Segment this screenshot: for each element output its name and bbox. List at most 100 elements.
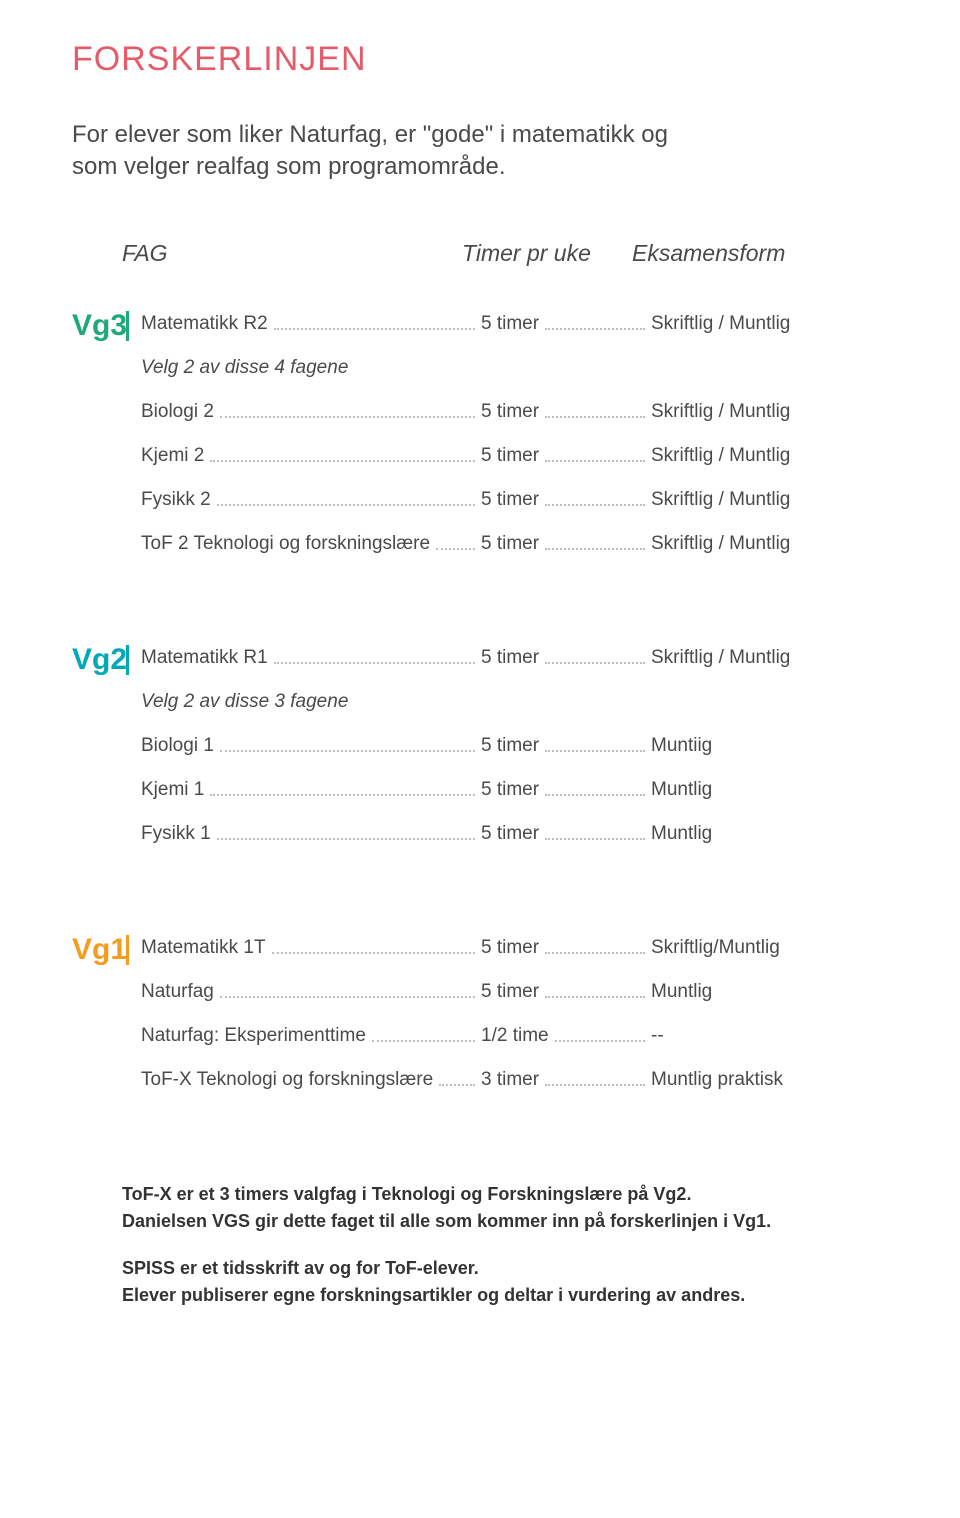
timer-cell: 5 timer	[481, 533, 651, 555]
timer-label: 3 timer	[481, 1069, 539, 1091]
leader-dots	[545, 503, 645, 506]
timer-label: 5 timer	[481, 981, 539, 1003]
level-tag-wrap: Vg2	[72, 645, 141, 675]
subhead-row: Velg 2 av disse 4 fagene	[141, 355, 888, 379]
timer-cell: 5 timer	[481, 445, 651, 467]
fag-cell: Biologi 2	[141, 401, 481, 423]
level-group: Vg1Matematikk 1T5 timerSkriftlig/Muntlig…	[72, 935, 888, 1111]
level-bar	[126, 645, 129, 675]
timer-cell: 5 timer	[481, 313, 651, 335]
footer-paragraph: SPISS er et tidsskrift av og for ToF-ele…	[122, 1255, 888, 1309]
fag-cell: Naturfag: Eksperimenttime	[141, 1025, 481, 1047]
leader-dots	[545, 415, 645, 418]
footer: ToF-X er et 3 timers valgfag i Teknologi…	[122, 1181, 888, 1309]
subject-row: Fysikk 25 timerSkriftlig / Muntlig	[141, 487, 888, 511]
timer-label: 5 timer	[481, 313, 539, 335]
fag-cell: Matematikk 1T	[141, 937, 481, 959]
subhead-label: Velg 2 av disse 4 fagene	[141, 357, 348, 379]
fag-cell: Fysikk 1	[141, 823, 481, 845]
fag-label: ToF-X Teknologi og forskningslære	[141, 1069, 433, 1091]
eks-label: Skriftlig / Muntlig	[651, 401, 888, 423]
intro-text: For elever som liker Naturfag, er "gode"…	[72, 119, 712, 184]
fag-cell: Kjemi 1	[141, 779, 481, 801]
subject-row: Matematikk 1T5 timerSkriftlig/Muntlig	[141, 935, 888, 959]
eks-label: Skriftlig/Muntlig	[651, 937, 888, 959]
timer-label: 5 timer	[481, 445, 539, 467]
header-eks: Eksamensform	[632, 240, 888, 267]
fag-cell: Fysikk 2	[141, 489, 481, 511]
level-tag: Vg3	[72, 311, 126, 341]
leader-dots	[220, 749, 475, 752]
header-timer: Timer pr uke	[462, 240, 632, 267]
leader-dots	[372, 1039, 475, 1042]
timer-label: 5 timer	[481, 401, 539, 423]
fag-cell: Kjemi 2	[141, 445, 481, 467]
subject-row: Naturfag: Eksperimenttime1/2 time--	[141, 1023, 888, 1047]
leader-dots	[545, 749, 645, 752]
timer-cell: 5 timer	[481, 937, 651, 959]
timer-label: 5 timer	[481, 779, 539, 801]
eks-label: Skriftlig / Muntlig	[651, 313, 888, 335]
fag-label: Biologi 2	[141, 401, 214, 423]
groups-container: Vg3 Matematikk R25 timerSkriftlig / Muntl…	[72, 311, 888, 1111]
subhead-label: Velg 2 av disse 3 fagene	[141, 691, 348, 713]
fag-cell: ToF-X Teknologi og forskningslære	[141, 1069, 481, 1091]
leader-dots	[545, 995, 645, 998]
fag-label: Naturfag	[141, 981, 214, 1003]
leader-dots	[220, 415, 475, 418]
eks-label: Muntlig	[651, 823, 888, 845]
footer-line: Elever publiserer egne forskningsartikle…	[122, 1285, 745, 1305]
leader-dots	[439, 1083, 475, 1086]
footer-line: ToF-X er et 3 timers valgfag i Teknologi…	[122, 1184, 691, 1204]
eks-label: Skriftlig / Muntlig	[651, 489, 888, 511]
fag-label: Fysikk 1	[141, 823, 211, 845]
timer-label: 5 timer	[481, 823, 539, 845]
level-group: Vg2 Matematikk R1 5 timer Skriftlig / Muntl…	[72, 645, 888, 865]
timer-cell: 5 timer	[481, 981, 651, 1003]
subject-row: Kjemi 25 timerSkriftlig / Muntlig	[141, 443, 888, 467]
level-rows: Matematikk R25 timerSkriftlig / MuntligV…	[141, 311, 888, 575]
leader-dots	[220, 995, 475, 998]
level-tag: Vg1	[72, 935, 126, 965]
eks-label: Muntiig	[651, 735, 888, 757]
timer-cell: 5 timer	[481, 647, 651, 669]
leader-dots	[545, 459, 645, 462]
subject-row: Naturfag5 timerMuntlig	[141, 979, 888, 1003]
subject-row: Biologi 15 timerMuntiig	[141, 733, 888, 757]
timer-label: 5 timer	[481, 647, 539, 669]
eks-label: Skriftlig / Muntlig	[651, 533, 888, 555]
fag-label: Kjemi 1	[141, 779, 204, 801]
leader-dots	[210, 793, 475, 796]
subject-row: Fysikk 1 5 timer Muntlig	[141, 821, 888, 845]
level-rows: Matematikk 1T5 timerSkriftlig/MuntligNat…	[141, 935, 888, 1111]
timer-label: 5 timer	[481, 735, 539, 757]
leader-dots	[545, 547, 645, 550]
eks-label: --	[651, 1025, 888, 1047]
level-bar	[126, 935, 129, 965]
leader-dots	[274, 327, 475, 330]
leader-dots	[217, 503, 475, 506]
leader-dots	[545, 951, 645, 954]
page: FORSKERLINJEN For elever som liker Natur…	[0, 0, 960, 1389]
timer-cell: 5 timer	[481, 823, 651, 845]
leader-dots	[274, 661, 475, 664]
fag-label: Matematikk R1	[141, 647, 268, 669]
fag-cell: ToF 2 Teknologi og forskningslære	[141, 533, 481, 555]
page-title: FORSKERLINJEN	[72, 40, 888, 79]
subject-row: Kjemi 15 timerMuntlig	[141, 777, 888, 801]
subject-row: ToF-X Teknologi og forskningslære 3 timer…	[141, 1067, 888, 1091]
eks-label: Muntlig praktisk	[651, 1069, 888, 1091]
fag-label: Naturfag: Eksperimenttime	[141, 1025, 366, 1047]
leader-dots	[210, 459, 475, 462]
leader-dots	[272, 951, 475, 954]
leader-dots	[545, 661, 645, 664]
eks-label: Skriftlig / Muntlig	[651, 647, 888, 669]
level-bar	[126, 311, 129, 341]
footer-line: Danielsen VGS gir dette faget til alle s…	[122, 1211, 771, 1231]
footer-paragraph: ToF-X er et 3 timers valgfag i Teknologi…	[122, 1181, 888, 1235]
subject-row: Matematikk R1 5 timer Skriftlig / Muntlig	[141, 645, 888, 669]
level-tag: Vg2	[72, 645, 126, 675]
fag-cell: Matematikk R1	[141, 647, 481, 669]
leader-dots	[545, 837, 645, 840]
table-header: FAG Timer pr uke Eksamensform	[122, 240, 888, 267]
